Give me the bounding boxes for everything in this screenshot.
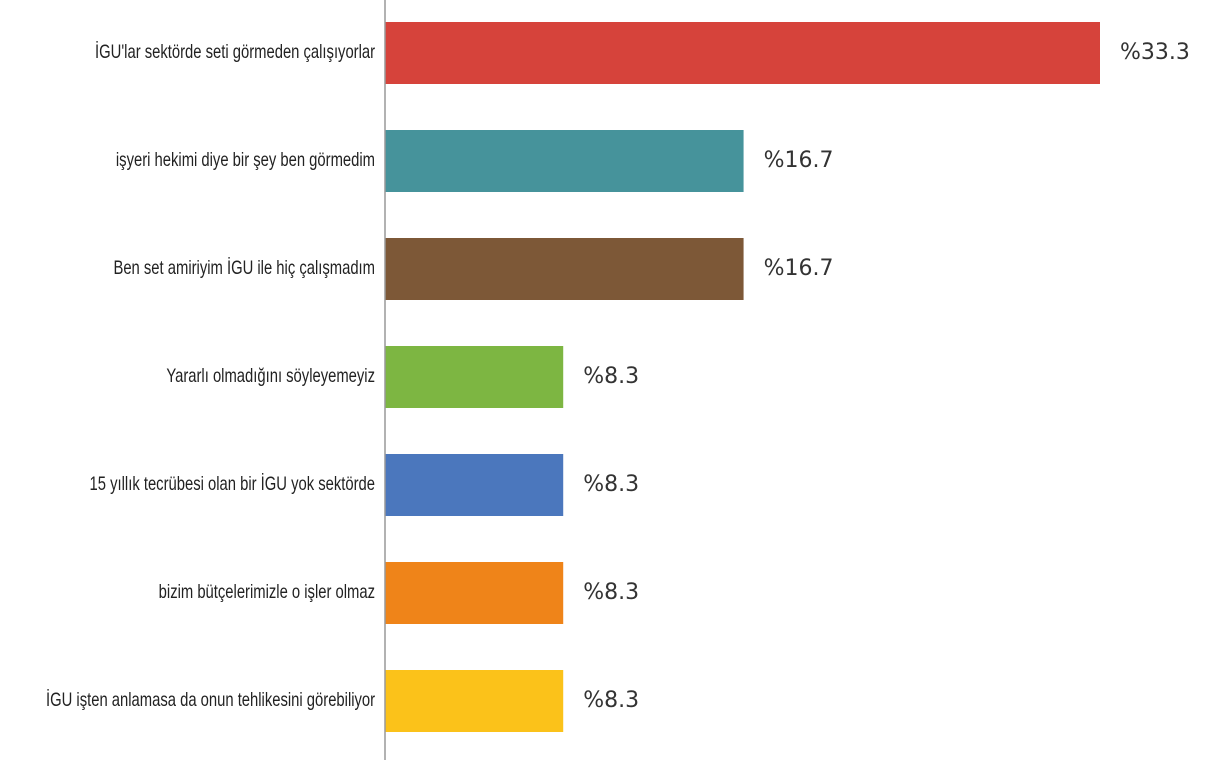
category-label-1: İGU'lar sektörde seti görmeden çalışıyor…: [95, 41, 375, 62]
bar-2: [385, 130, 744, 192]
category-labels-group: İGU'lar sektörde seti görmeden çalışıyor…: [46, 41, 375, 710]
bar-4: [385, 346, 564, 408]
bar-5: [385, 454, 564, 516]
value-label-7: %8.3: [583, 688, 639, 713]
value-labels-group: %33.3 %16.7 %16.7 %8.3 %8.3 %8.3 %8.3: [583, 40, 1190, 713]
bar-6: [385, 562, 564, 624]
value-label-3: %16.7: [764, 256, 834, 281]
value-label-4: %8.3: [583, 364, 639, 389]
category-label-3: Ben set amiriyim İGU ile hiç çalışmadım: [113, 257, 375, 278]
value-label-5: %8.3: [583, 472, 639, 497]
category-label-7: İGU işten anlamasa da onun tehlikesini g…: [46, 689, 375, 710]
category-label-5: 15 yıllık tecrübesi olan bir İGU yok sek…: [90, 473, 375, 494]
value-label-1: %33.3: [1120, 40, 1190, 65]
value-label-2: %16.7: [764, 148, 834, 173]
value-label-6: %8.3: [583, 580, 639, 605]
bar-7: [385, 670, 564, 732]
category-label-4: Yararlı olmadığını söyleyemeyiz: [166, 365, 375, 386]
bars-group: [385, 22, 1100, 732]
bar-1: [385, 22, 1100, 84]
bar-3: [385, 238, 744, 300]
category-label-6: bizim bütçelerimizle o işler olmaz: [159, 581, 375, 602]
category-label-2: işyeri hekimi diye bir şey ben görmedim: [116, 149, 375, 170]
